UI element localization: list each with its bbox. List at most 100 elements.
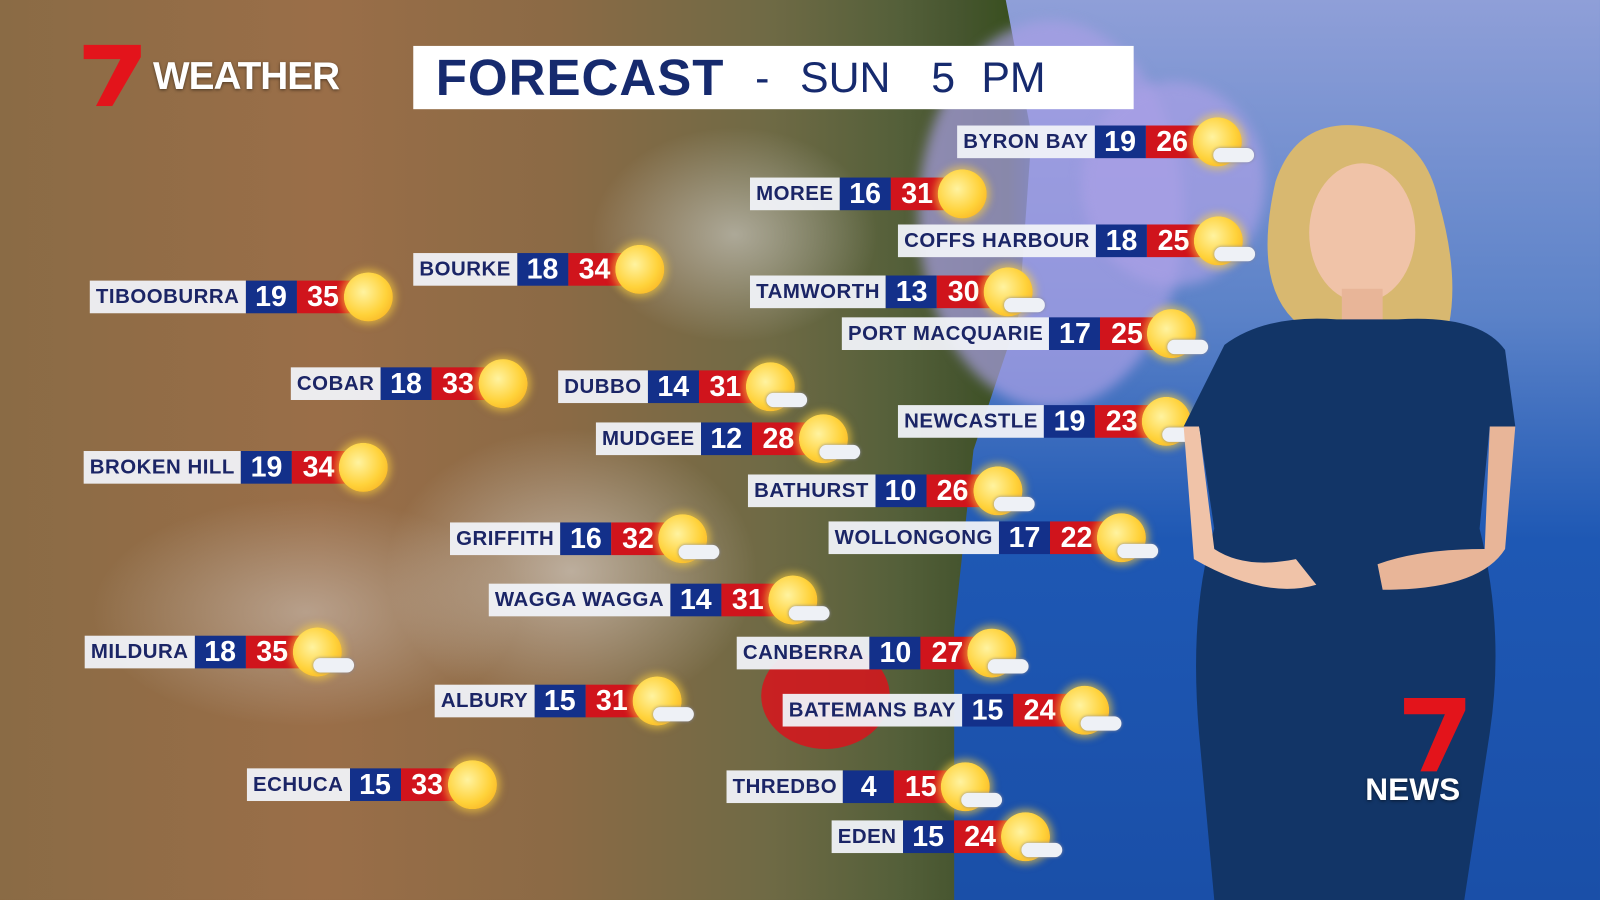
- sun-cloud-icon: [941, 762, 1003, 812]
- city-forecast: ECHUCA 15 33: [246, 760, 497, 810]
- city-name: MILDURA: [84, 635, 195, 669]
- city-name: MOREE: [749, 177, 840, 211]
- min-temp: 16: [839, 177, 891, 211]
- min-temp: 16: [560, 522, 612, 556]
- city-forecast: GRIFFITH 16 32: [449, 514, 720, 564]
- max-temp: 31: [698, 370, 752, 404]
- city-name: BATHURST: [747, 474, 876, 508]
- city-name: GRIFFITH: [449, 522, 561, 556]
- sun-cloud-icon: [1147, 309, 1209, 359]
- seven-news-logo-icon: [1404, 697, 1466, 772]
- min-temp: 19: [240, 451, 293, 484]
- min-temp: 12: [700, 422, 752, 456]
- sun-icon: [614, 244, 664, 294]
- forecast-day: SUN: [799, 53, 891, 102]
- sun-cloud-icon: [292, 627, 354, 677]
- city-name: BROKEN HILL: [83, 451, 241, 484]
- city-name: BATEMANS BAY: [782, 693, 963, 727]
- city-forecast: BATEMANS BAY 15 24: [782, 685, 1122, 735]
- max-temp: 33: [431, 367, 485, 400]
- min-temp: 15: [349, 768, 401, 802]
- city-name: TAMWORTH: [749, 275, 887, 309]
- sun-cloud-icon: [972, 466, 1035, 516]
- min-temp: 10: [875, 474, 927, 508]
- city-forecast: TAMWORTH 13 30: [749, 267, 1046, 317]
- seven-logo-icon: [83, 44, 141, 107]
- max-temp: 26: [926, 474, 980, 508]
- city-name: BYRON BAY: [957, 125, 1095, 159]
- min-temp: 18: [1095, 224, 1147, 258]
- city-forecast: ALBURY 15 31: [434, 676, 694, 726]
- max-temp: 31: [890, 177, 944, 211]
- city-name: THREDBO: [726, 770, 844, 804]
- city-forecast: DUBBO 14 31: [558, 362, 807, 412]
- city-name: MUDGEE: [595, 422, 701, 456]
- sun-cloud-icon: [1059, 685, 1122, 735]
- city-name: ALBURY: [434, 684, 535, 718]
- min-temp: 13: [886, 275, 938, 309]
- city-name: DUBBO: [558, 370, 648, 404]
- city-forecast: CANBERRA 10 27: [736, 628, 1030, 678]
- title-separator: -: [755, 53, 770, 102]
- min-temp: 19: [245, 280, 297, 314]
- sun-icon: [338, 442, 388, 492]
- max-temp: 22: [1049, 521, 1104, 555]
- min-temp: 15: [902, 820, 954, 854]
- sun-cloud-icon: [967, 628, 1030, 678]
- max-temp: 24: [953, 820, 1007, 854]
- sun-cloud-icon: [745, 362, 807, 412]
- sun-cloud-icon: [1096, 513, 1159, 563]
- sun-cloud-icon: [658, 514, 720, 564]
- city-name: BOURKE: [413, 253, 518, 286]
- city-name: COFFS HARBOUR: [897, 224, 1096, 258]
- sun-cloud-icon: [1193, 216, 1256, 266]
- city-forecast: MILDURA 18 35: [84, 627, 354, 677]
- min-temp: 15: [962, 693, 1014, 727]
- city-name: WOLLONGONG: [828, 521, 999, 555]
- min-temp: 18: [194, 635, 246, 669]
- news-logo-text: NEWS: [1365, 771, 1461, 808]
- city-forecast: NEWCASTLE 19 23: [897, 396, 1204, 446]
- city-name: ECHUCA: [246, 768, 350, 802]
- min-temp: 15: [534, 684, 586, 718]
- min-temp: 19: [1094, 125, 1146, 159]
- forecast-time: 5 PM: [931, 53, 1046, 102]
- city-forecast: MUDGEE 12 28: [595, 414, 860, 464]
- city-forecast: TIBOOBURRA 19 35: [89, 272, 393, 322]
- max-temp: 25: [1100, 317, 1154, 350]
- min-temp: 18: [380, 367, 432, 400]
- city-forecast: COFFS HARBOUR 18 25: [897, 216, 1256, 266]
- city-forecast: BATHURST 10 26: [747, 466, 1035, 516]
- max-temp: 23: [1095, 405, 1149, 438]
- city-forecast: MOREE 16 31: [749, 169, 987, 219]
- min-temp: 10: [869, 636, 921, 670]
- sun-cloud-icon: [768, 575, 830, 625]
- max-temp: 24: [1013, 693, 1067, 727]
- city-forecast: WAGGA WAGGA 14 31: [488, 575, 830, 625]
- max-temp: 26: [1145, 125, 1199, 159]
- page-title: FORECAST: [435, 48, 725, 107]
- max-temp: 28: [751, 422, 805, 456]
- city-name: TIBOOBURRA: [89, 280, 246, 314]
- min-temp: 14: [647, 370, 699, 404]
- city-forecast: EDEN 15 24: [831, 812, 1062, 862]
- city-forecast: THREDBO 4 15: [726, 762, 1003, 812]
- max-temp: 33: [400, 768, 454, 802]
- sun-icon: [478, 359, 528, 409]
- max-temp: 15: [894, 770, 948, 804]
- city-forecast: WOLLONGONG 17 22: [828, 513, 1159, 563]
- min-temp: 17: [1049, 317, 1101, 350]
- sun-cloud-icon: [1000, 812, 1062, 862]
- max-temp: 27: [920, 636, 974, 670]
- city-forecast: PORT MACQUARIE 17 25: [841, 309, 1209, 359]
- min-temp: 17: [998, 521, 1050, 555]
- sun-cloud-icon: [632, 676, 694, 726]
- max-temp: 25: [1146, 224, 1201, 258]
- min-temp: 19: [1044, 405, 1096, 438]
- max-temp: 35: [245, 635, 299, 669]
- sun-icon: [447, 760, 497, 810]
- sun-cloud-icon: [984, 267, 1046, 317]
- max-temp: 31: [585, 684, 639, 718]
- city-name: COBAR: [290, 367, 381, 400]
